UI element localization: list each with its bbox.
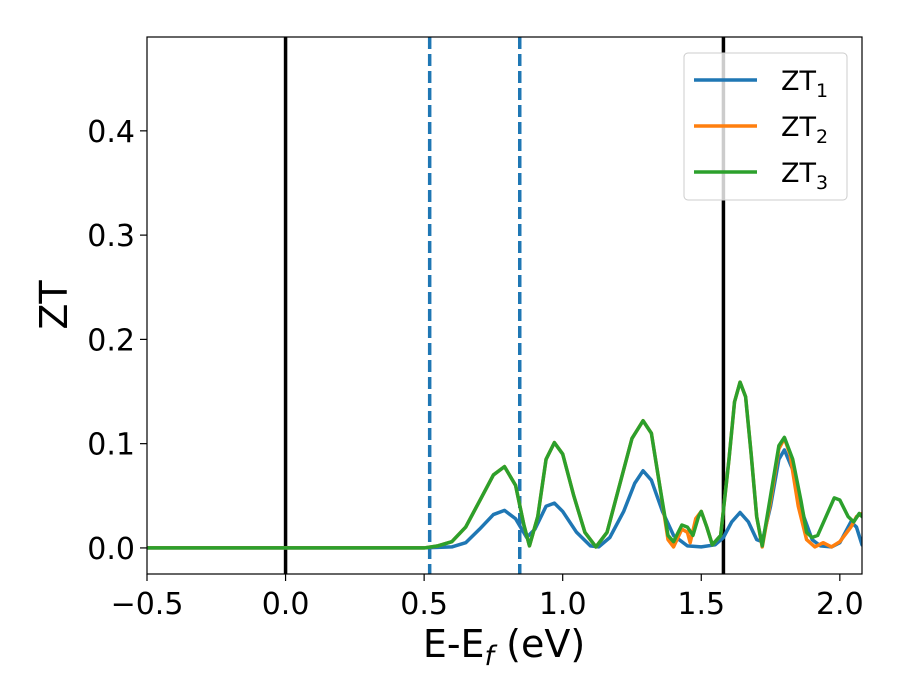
plot-frame: [146, 36, 863, 575]
y-tick-label: 0.4: [87, 115, 135, 150]
x-axis-title: E-Ef (eV): [423, 622, 585, 672]
x-tick-label: 0.5: [400, 587, 448, 622]
y-tick-label: 0.0: [87, 532, 135, 567]
legend-label-zt3: ZT3: [781, 158, 828, 194]
y-tick-label: 0.2: [87, 323, 135, 358]
legend: ZT1 ZT2 ZT3: [683, 52, 848, 201]
y-tick-label: 0.3: [87, 219, 135, 254]
x-tick-label: 1.5: [677, 587, 725, 622]
legend-box: [683, 52, 848, 201]
legend-label-zt2: ZT2: [781, 112, 828, 148]
x-tick-label: 0.0: [262, 587, 310, 622]
x-axis-title-main: E-E: [423, 622, 485, 666]
y-axis-title: ZT: [32, 280, 76, 330]
x-tick-label: −0.5: [111, 587, 184, 622]
x-axis-title-unit: (eV): [494, 622, 585, 666]
x-tick-label: 2.0: [816, 587, 864, 622]
legend-label-zt1: ZT1: [781, 66, 828, 102]
x-tick-label: 1.0: [539, 587, 587, 622]
y-tick-label: 0.1: [87, 428, 135, 463]
series-line-zt3: [147, 380, 862, 550]
